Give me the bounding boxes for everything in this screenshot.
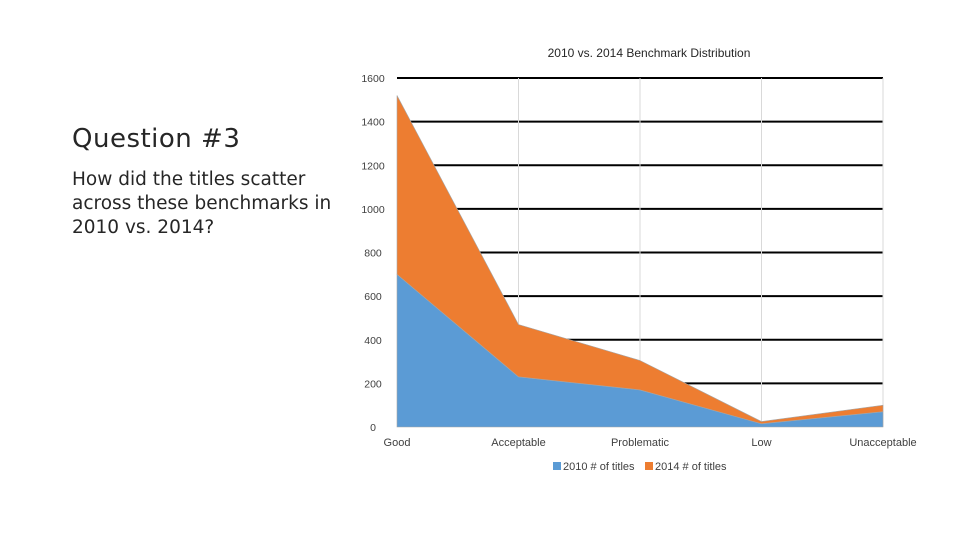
x-category-label: Unacceptable (849, 437, 916, 449)
legend: 2010 # of titles 2014 # of titles (553, 461, 727, 473)
x-category-label: Good (384, 437, 411, 449)
stacked-areas (396, 95, 884, 428)
y-tick-label: 1400 (361, 117, 385, 129)
question-heading: Question #3 (72, 124, 241, 154)
legend-swatch-1 (553, 462, 561, 470)
y-axis-ticks: 0 200 400 600 800 1000 1200 1400 1600 (361, 73, 385, 434)
chart-title: 2010 vs. 2014 Benchmark Distribution (548, 46, 751, 60)
legend-swatch-2 (645, 462, 653, 470)
legend-label-1: 2010 # of titles (563, 461, 635, 473)
y-tick-label: 1600 (361, 73, 385, 85)
y-tick-label: 400 (364, 335, 382, 347)
y-tick-label: 0 (370, 422, 376, 434)
legend-label-2: 2014 # of titles (655, 461, 727, 473)
x-axis-categories: Good Acceptable Problematic Low Unacceptable (384, 437, 917, 449)
x-category-label: Problematic (611, 437, 670, 449)
y-tick-label: 600 (364, 291, 382, 303)
y-tick-label: 1000 (361, 204, 385, 216)
y-tick-label: 1200 (361, 160, 385, 172)
x-category-label: Low (751, 437, 771, 449)
x-category-label: Acceptable (491, 437, 545, 449)
y-tick-label: 200 (364, 378, 382, 390)
y-tick-label: 800 (364, 248, 382, 260)
area-series-2 (396, 95, 884, 425)
question-text: How did the titles scatter across these … (72, 169, 332, 238)
